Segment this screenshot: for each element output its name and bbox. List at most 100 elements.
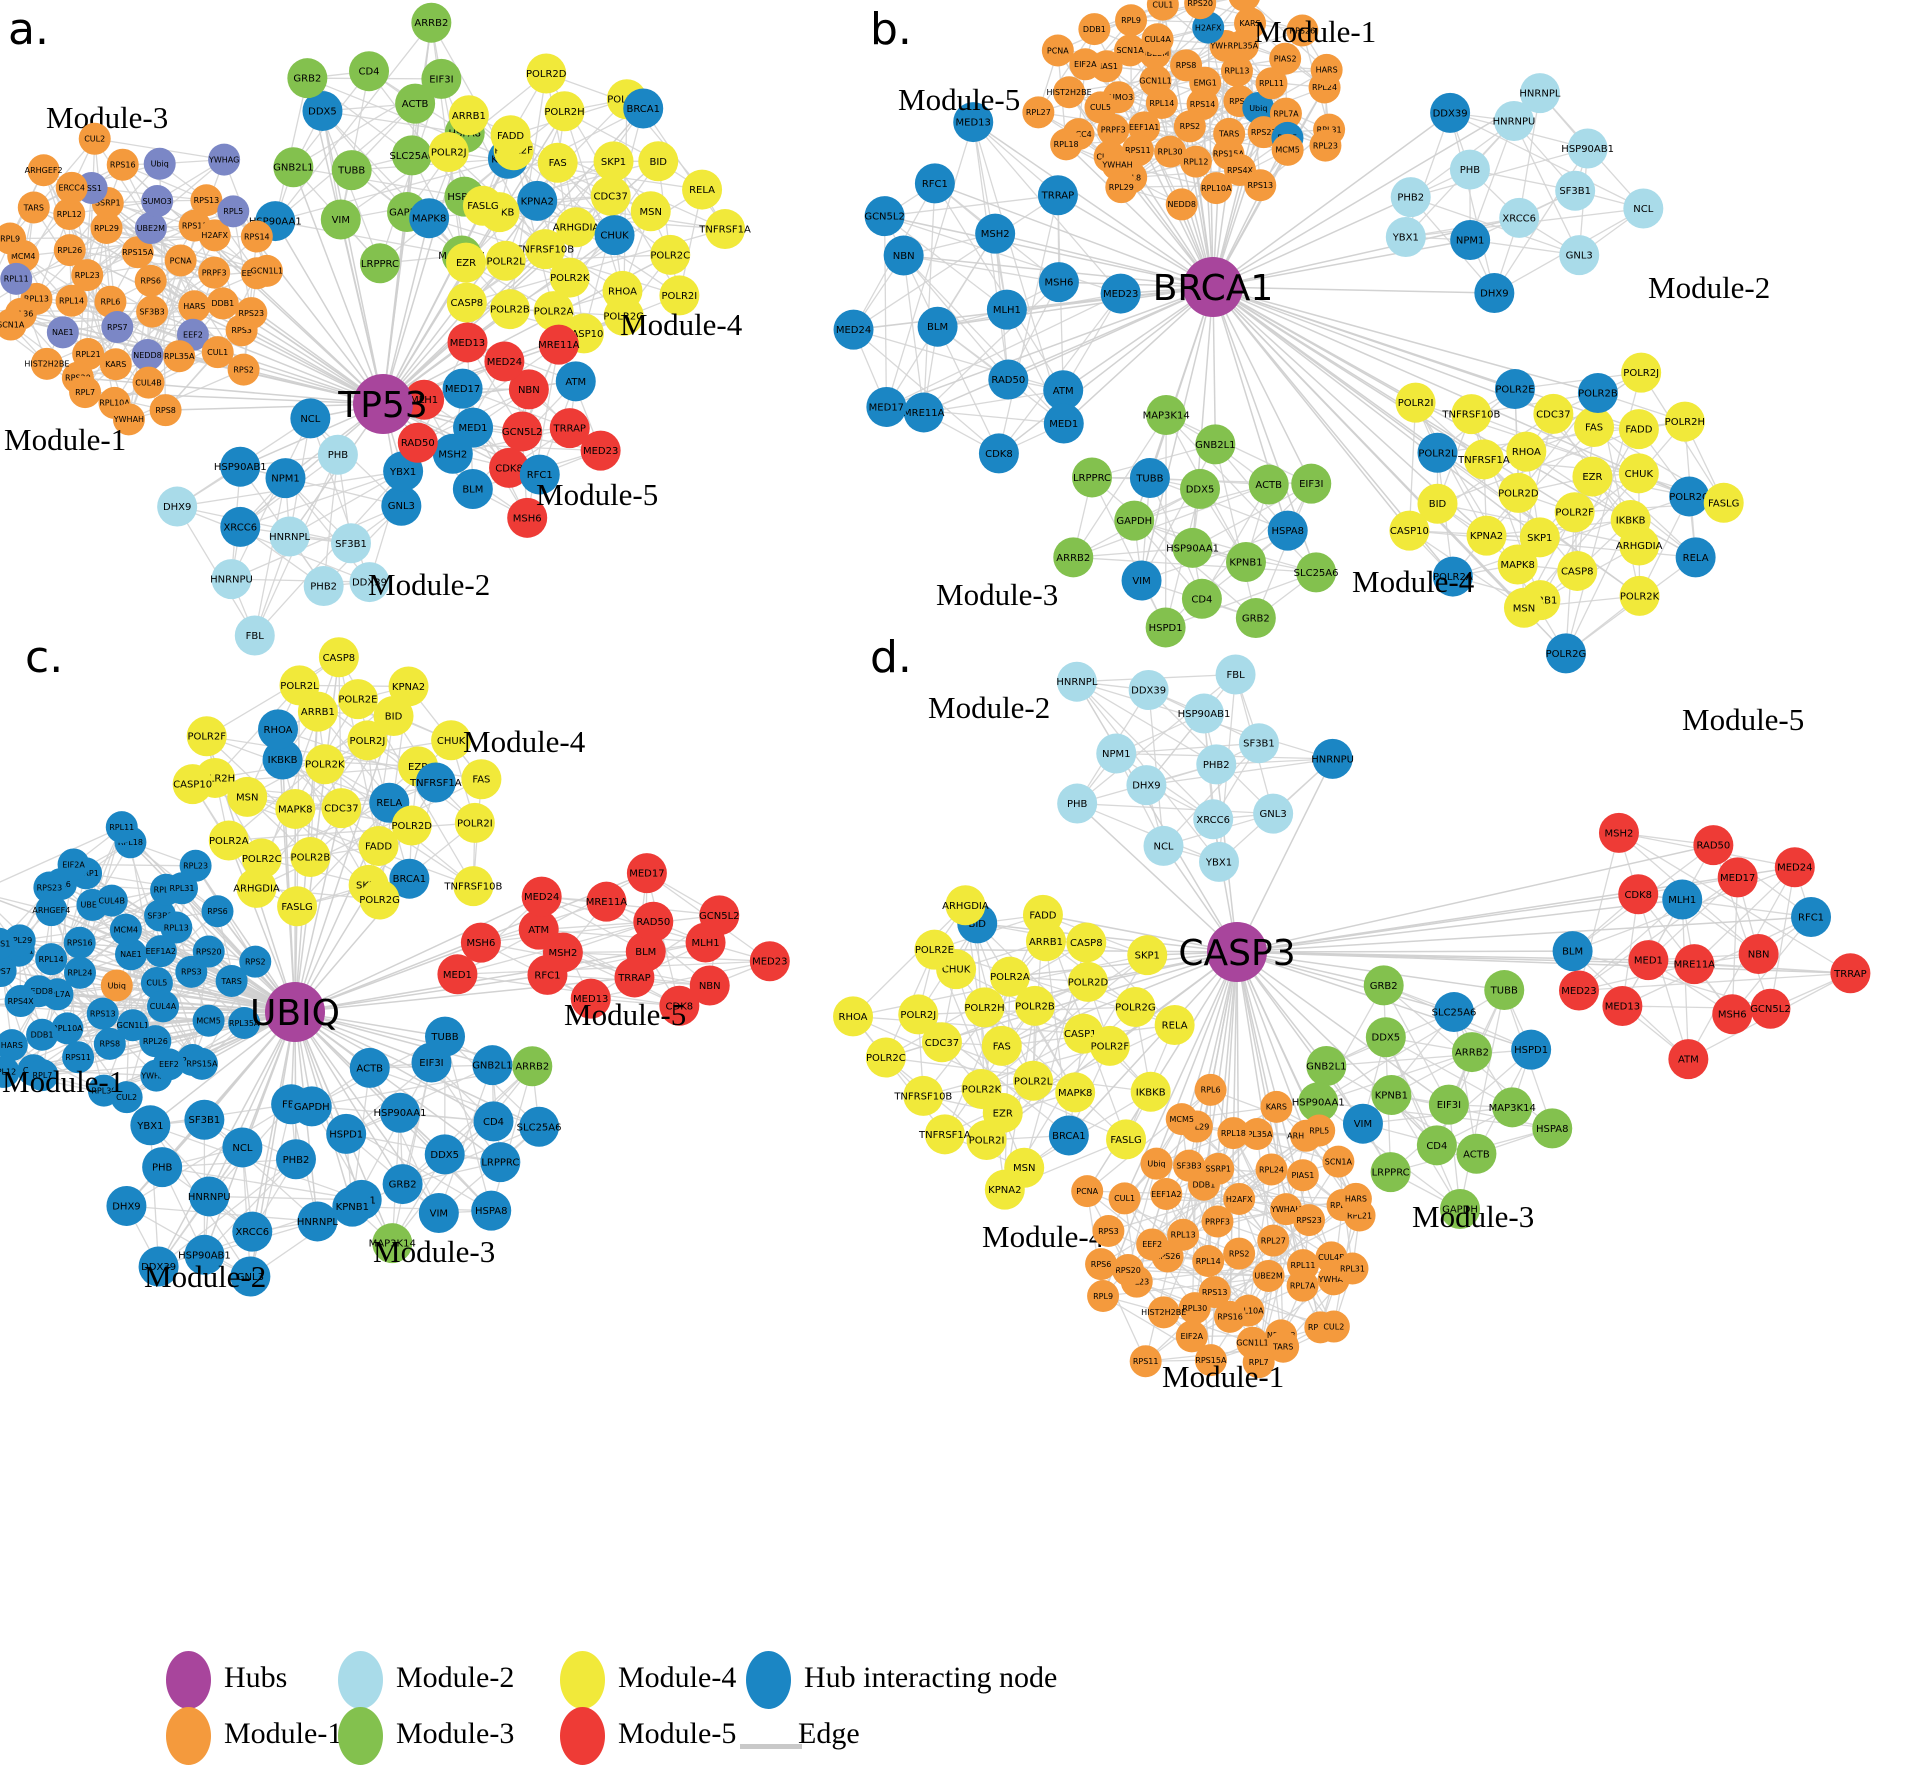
node-label-RPL7: RPL7 (75, 388, 95, 397)
node-RPS20 (1112, 1254, 1145, 1287)
node-CUL2 (110, 1081, 143, 1114)
edge (1116, 742, 1259, 755)
node-label-BRCA1: BRCA1 (1052, 1131, 1086, 1142)
node-RPL30 (1154, 135, 1187, 168)
node-label-ACTB: ACTB (402, 99, 429, 110)
edge (261, 698, 359, 859)
node-label-ARRB2: ARRB2 (1056, 553, 1090, 564)
node-label-POLR2G: POLR2G (1115, 1002, 1156, 1013)
node-label-RPL12: RPL12 (57, 210, 82, 219)
hub-edge (1212, 286, 1485, 460)
node-TNFRSF1A (1463, 439, 1504, 480)
node-MED13 (447, 322, 488, 363)
node-label-ARHGEF4: ARHGEF4 (32, 906, 70, 915)
node-label-LRPPRC: LRPPRC (1073, 473, 1111, 484)
node-FADD (1022, 894, 1063, 935)
hub-edge (274, 220, 384, 405)
node-label-RPL35A: RPL35A (229, 1019, 260, 1028)
node-label-MRE11A: MRE11A (1674, 960, 1716, 971)
node-label-ATM: ATM (1053, 386, 1074, 397)
node-ARHGDIA (555, 207, 596, 248)
node-label-HNRNPU: HNRNPU (1311, 754, 1354, 765)
node-POLR2E (337, 679, 378, 720)
node-RAD50 (988, 359, 1029, 400)
hub-edge (1236, 950, 1573, 953)
node-FADD (490, 115, 531, 156)
hub-edge (1212, 286, 1599, 394)
node-label-CUL4B: CUL4B (135, 378, 161, 387)
node-NAE1 (114, 938, 147, 971)
node-label-RPS14: RPS14 (244, 232, 270, 241)
node-label-RFC1: RFC1 (534, 970, 560, 981)
node-RPL12 (1179, 145, 1212, 178)
node-label-CDK8: CDK8 (495, 463, 523, 474)
node-GNL3 (1253, 793, 1294, 834)
node-RPL14 (1192, 1245, 1225, 1278)
node-MSH6 (507, 497, 548, 538)
hub-edge (1068, 951, 1238, 1136)
node-label-RPL7: RPL7 (32, 1071, 52, 1080)
node-label-TARS: TARS (23, 203, 44, 212)
node-DDB1 (1078, 13, 1111, 46)
node-label-RPL26: RPL26 (57, 246, 82, 255)
node-RPL30 (1178, 1292, 1211, 1325)
hub-edge (1063, 286, 1214, 425)
edge (284, 477, 370, 583)
panel-letter: b. (870, 4, 912, 55)
node-Ubiq (100, 969, 133, 1002)
edge (465, 98, 628, 264)
hub-edge (998, 286, 1214, 455)
module-label-Module-1: Module-1 (1162, 1359, 1284, 1394)
node-MED17 (626, 853, 667, 894)
edge (1731, 877, 1739, 1015)
node-RPS6 (201, 895, 234, 928)
node-GAPDH (291, 1086, 332, 1127)
node-label-ARHGDIA: ARHGDIA (553, 223, 600, 234)
node-label-GNL3: GNL3 (237, 1272, 264, 1283)
node-RPS26 (1286, 14, 1319, 47)
hub-edge (1076, 802, 1238, 953)
node-CD4 (1181, 578, 1222, 619)
node-RPS15A (1194, 1344, 1227, 1377)
edge (306, 77, 413, 156)
edge (346, 1133, 501, 1163)
node-label-PHB2: PHB2 (310, 582, 337, 593)
node-label-RPS23: RPS23 (1251, 128, 1277, 137)
module-label-Module-1: Module-1 (4, 422, 126, 457)
node-label-GNB2L1: GNB2L1 (472, 1061, 512, 1072)
node-label-HSPA8: HSPA8 (475, 1206, 507, 1217)
node-label-NPM1: NPM1 (271, 474, 300, 485)
node-label-RPL7A: RPL7A (1273, 109, 1299, 118)
hub-edge (1140, 286, 1214, 581)
edge (937, 292, 1121, 328)
edge (1326, 1049, 1532, 1067)
node-NBN (508, 369, 549, 410)
node-label-ARHGDIA: ARHGDIA (942, 901, 989, 912)
edge (1514, 371, 1642, 390)
module-label-Module-2: Module-2 (928, 690, 1050, 725)
node-label-EEF2: EEF2 (159, 1060, 179, 1069)
edge (203, 1119, 318, 1222)
node-RPL31 (1336, 1252, 1369, 1285)
node-NEDD8 (131, 338, 164, 371)
node-label-RPS11: RPS11 (1125, 146, 1151, 155)
node-label-KPNB1: KPNB1 (1375, 1091, 1408, 1102)
module-label-Module-3: Module-3 (936, 577, 1058, 612)
node-label-SF3B3: SF3B3 (1176, 1161, 1201, 1170)
node-SLC25A6 (1434, 992, 1475, 1033)
node-FADD (358, 825, 399, 866)
node-label-HSPA8: HSPA8 (1271, 526, 1303, 537)
node-YBX1 (1199, 841, 1240, 882)
edge (1165, 414, 1312, 485)
node-label-POLR2A: POLR2A (534, 307, 574, 318)
node-label-SKP1: SKP1 (1135, 951, 1160, 962)
node-POLR2D (391, 805, 432, 846)
edge (1769, 867, 1796, 1009)
node-SF3B3 (1173, 1149, 1206, 1182)
node-label-PHB2: PHB2 (1397, 193, 1424, 204)
node-PHB (317, 434, 358, 475)
edge (126, 1205, 318, 1223)
node-HSP90AA1 (379, 1092, 420, 1133)
node-label-PHB: PHB (328, 450, 349, 461)
node-label-MED24: MED24 (1777, 863, 1812, 874)
